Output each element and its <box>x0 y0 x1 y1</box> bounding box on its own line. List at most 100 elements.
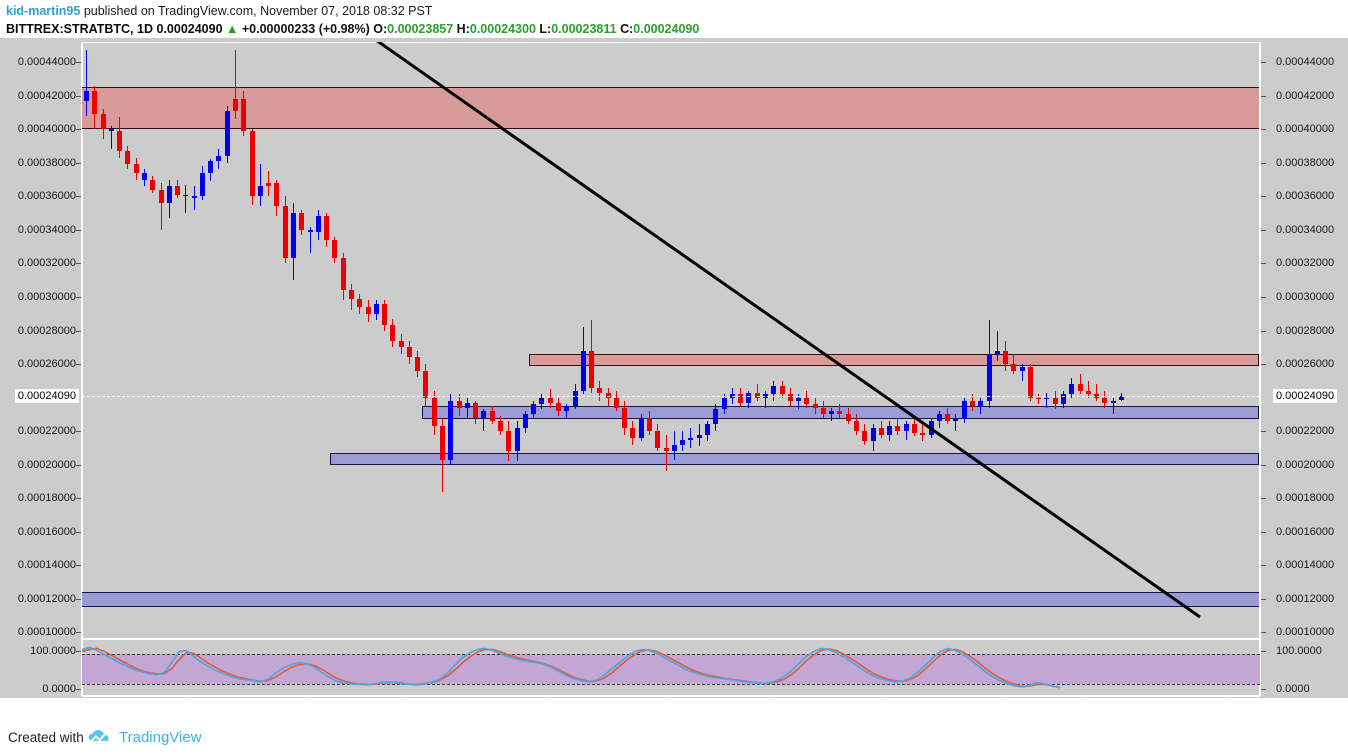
candle-body[interactable] <box>754 392 760 398</box>
candle-body[interactable] <box>125 151 131 165</box>
candle-body[interactable] <box>365 307 371 314</box>
author-name[interactable]: kid-martin95 <box>6 4 81 18</box>
candle-body[interactable] <box>390 325 396 341</box>
symbol-label[interactable]: BITTREX:STRATBTC, 1D <box>6 22 153 36</box>
candle-body[interactable] <box>373 303 379 314</box>
candle-body[interactable] <box>92 90 98 115</box>
candle-body[interactable] <box>224 110 230 157</box>
candle-body[interactable] <box>199 172 205 197</box>
candle-body[interactable] <box>738 394 744 403</box>
candle-body[interactable] <box>340 258 346 291</box>
tradingview-brand-label[interactable]: TradingView <box>119 729 202 746</box>
candle-body[interactable] <box>1003 350 1009 365</box>
candle-body[interactable] <box>721 397 727 410</box>
candle-body[interactable] <box>787 394 793 401</box>
candle-body[interactable] <box>945 414 951 422</box>
candle-body[interactable] <box>448 400 454 460</box>
candle-body[interactable] <box>647 417 653 432</box>
candle-body[interactable] <box>423 370 429 398</box>
candle-body[interactable] <box>166 186 172 204</box>
candle-body[interactable] <box>506 431 512 452</box>
candle-body[interactable] <box>241 99 247 131</box>
candle-body[interactable] <box>547 397 553 403</box>
candle-body[interactable] <box>796 397 802 401</box>
candle-body[interactable] <box>862 431 868 442</box>
candle-body[interactable] <box>936 414 942 422</box>
candle-body[interactable] <box>820 407 826 415</box>
candle-body[interactable] <box>729 394 735 398</box>
candle-body[interactable] <box>572 390 578 407</box>
candle-body[interactable] <box>1094 394 1100 398</box>
candle-body[interactable] <box>978 400 984 407</box>
candle-body[interactable] <box>150 179 156 190</box>
candle-body[interactable] <box>1061 394 1067 405</box>
candle-body[interactable] <box>1019 367 1025 371</box>
zone-support-deep[interactable] <box>82 592 1259 608</box>
candle-body[interactable] <box>440 426 446 460</box>
candle-body[interactable] <box>191 196 197 198</box>
candle-body[interactable] <box>597 387 603 393</box>
candle-body[interactable] <box>564 406 570 412</box>
candle-body[interactable] <box>324 216 330 240</box>
candle-body[interactable] <box>912 424 917 433</box>
candle-body[interactable] <box>688 437 694 440</box>
current-price-label-right[interactable]: 0.00024090 <box>1273 389 1338 404</box>
candle-body[interactable] <box>994 350 1000 354</box>
candle-body[interactable] <box>887 426 893 435</box>
candle-body[interactable] <box>100 114 106 130</box>
candle-body[interactable] <box>895 426 901 432</box>
candle-body[interactable] <box>1052 397 1058 405</box>
zone-resistance-upper[interactable] <box>82 87 1259 130</box>
candle-body[interactable] <box>555 402 561 412</box>
candle-body[interactable] <box>266 182 272 187</box>
current-price-label-left[interactable]: 0.00024090 <box>14 389 79 404</box>
candle-body[interactable] <box>762 394 768 398</box>
candle-body[interactable] <box>845 414 851 422</box>
candle-body[interactable] <box>837 411 843 415</box>
candle-body[interactable] <box>398 340 404 348</box>
candle-body[interactable] <box>481 411 487 418</box>
candle-body[interactable] <box>208 161 214 173</box>
candle-body[interactable] <box>804 397 810 405</box>
candle-body[interactable] <box>133 164 139 173</box>
candle-body[interactable] <box>1044 397 1050 400</box>
candle-body[interactable] <box>771 385 777 395</box>
candle-body[interactable] <box>175 186 181 195</box>
zone-resistance-mid[interactable] <box>529 354 1259 366</box>
candle-body[interactable] <box>431 397 437 427</box>
price-pane[interactable] <box>82 42 1260 635</box>
candle-body[interactable] <box>108 129 114 131</box>
candle-body[interactable] <box>274 182 280 207</box>
candle-body[interactable] <box>961 400 967 418</box>
candle-body[interactable] <box>498 421 503 432</box>
candle-body[interactable] <box>829 411 835 415</box>
candle-body[interactable] <box>622 407 628 428</box>
candle-body[interactable] <box>854 421 860 432</box>
candle-body[interactable] <box>903 424 909 432</box>
candle-body[interactable] <box>315 216 321 232</box>
candle-body[interactable] <box>522 414 528 428</box>
candle-body[interactable] <box>605 392 611 398</box>
candle-body[interactable] <box>531 404 537 415</box>
candle-body[interactable] <box>705 424 710 435</box>
candle-body[interactable] <box>1085 390 1091 395</box>
candle-body[interactable] <box>713 409 719 425</box>
stochastic-pane[interactable] <box>82 641 1260 696</box>
candle-body[interactable] <box>415 357 421 371</box>
candle-body[interactable] <box>746 392 752 403</box>
candle-body[interactable] <box>696 434 702 438</box>
candle-body[interactable] <box>257 186 263 197</box>
candle-body[interactable] <box>406 347 412 358</box>
candle-body[interactable] <box>307 229 313 232</box>
candle-body[interactable] <box>464 402 470 408</box>
candle-body[interactable] <box>1110 400 1116 403</box>
candle-body[interactable] <box>812 404 818 408</box>
candle-body[interactable] <box>613 397 619 408</box>
candle-body[interactable] <box>489 411 495 422</box>
candle-body[interactable] <box>233 99 239 111</box>
candle-body[interactable] <box>1119 396 1124 400</box>
candle-body[interactable] <box>514 427 520 452</box>
candle-body[interactable] <box>539 397 545 405</box>
candle-body[interactable] <box>630 427 636 438</box>
candle-body[interactable] <box>580 350 586 391</box>
